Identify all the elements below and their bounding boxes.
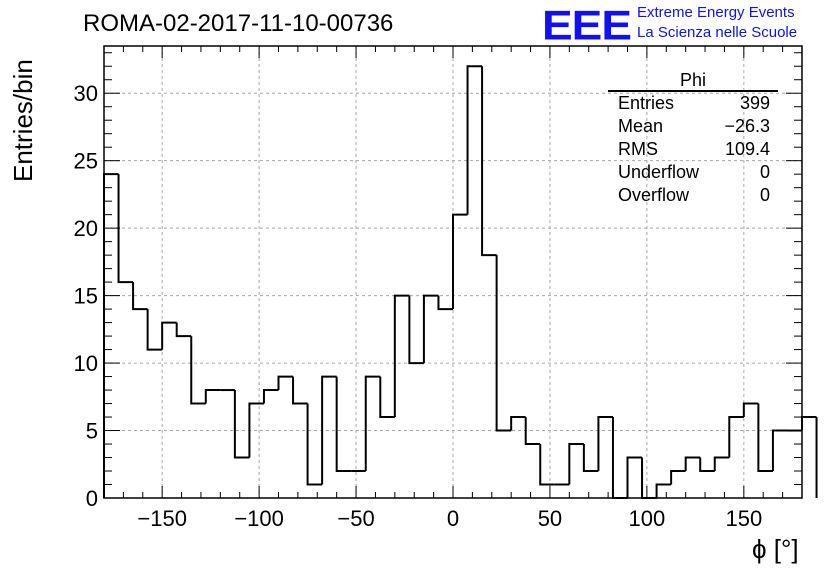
histogram-bin <box>510 416 526 431</box>
histogram-bin <box>597 416 613 472</box>
histogram-bin <box>321 375 337 485</box>
x-axis-label: ϕ [°] <box>752 534 799 564</box>
stats-box: Phi Entries 399 Mean −26.3 RMS 109.4 Und… <box>608 70 778 207</box>
histogram-bin <box>568 443 584 485</box>
histogram-bin <box>437 295 453 311</box>
stats-value: 0 <box>759 185 770 205</box>
histogram-bin <box>524 417 541 446</box>
histogram-bin <box>146 309 163 351</box>
histogram-bin <box>466 65 483 215</box>
histogram-bin <box>713 456 730 472</box>
histogram-bin <box>335 376 352 473</box>
histogram-bin <box>248 402 264 458</box>
histogram-bin <box>452 213 468 310</box>
histogram-bin <box>742 402 759 418</box>
y-tick-label: 10 <box>74 351 98 376</box>
histogram-bin <box>175 322 192 338</box>
histogram-bin <box>364 375 381 472</box>
y-tick-label: 0 <box>86 486 98 511</box>
x-tick-label: −50 <box>337 506 374 531</box>
histogram-bins <box>103 65 818 499</box>
histogram-bin <box>670 470 686 485</box>
histogram-bin <box>408 295 424 365</box>
histogram-bin <box>626 456 643 498</box>
run-title: ROMA-02-2017-11-10-00736 <box>83 10 394 37</box>
histogram-bin <box>539 444 555 486</box>
histogram-bin <box>292 376 308 405</box>
stats-label: Overflow <box>618 185 690 205</box>
histogram-bin <box>699 457 715 473</box>
histogram-bin <box>495 255 512 432</box>
y-axis-label: Entries/bin <box>8 59 38 182</box>
stats-value: 109.4 <box>724 139 770 159</box>
stats-label: Underflow <box>618 162 700 182</box>
y-tick-label: 30 <box>74 81 98 106</box>
histogram-bin <box>481 66 497 257</box>
logo-mark: EEE <box>542 1 632 49</box>
histogram-bin <box>306 403 323 486</box>
stats-value: 399 <box>739 93 770 113</box>
stats-value: −26.3 <box>724 116 770 136</box>
y-tick-label: 15 <box>74 284 98 309</box>
y-tick-label: 5 <box>86 419 98 444</box>
histogram-bin <box>757 403 773 473</box>
x-tick-label: 150 <box>725 506 762 531</box>
axes <box>103 45 803 499</box>
histogram-bin <box>262 389 279 404</box>
x-tick-label: 100 <box>629 506 666 531</box>
stats-row-mean: Mean −26.3 <box>608 115 778 138</box>
y-tick-label: 25 <box>74 149 98 174</box>
x-tick-label: −150 <box>137 506 187 531</box>
logo-text: Extreme Energy Events La Scienza nelle S… <box>637 3 797 43</box>
logo-line-2: La Scienza nelle Scuole <box>637 24 798 41</box>
histogram-bin <box>204 389 221 404</box>
histogram-bin <box>771 429 788 472</box>
histogram-bin <box>611 417 628 499</box>
stats-row-rms: RMS 109.4 <box>608 138 778 161</box>
stats-row-entries: Entries 399 <box>608 92 778 115</box>
histogram-bin <box>728 416 744 458</box>
stats-row-underflow: Underflow 0 <box>608 161 778 184</box>
x-tick-label: −100 <box>234 506 284 531</box>
stats-label: Entries <box>618 93 675 113</box>
histogram-bin <box>161 321 177 350</box>
eee-logo: EEE Extreme Energy Events La Scienza nel… <box>542 1 797 49</box>
histogram-bin <box>684 456 701 472</box>
tick-labels: −150 −100 −50 0 50 100 150 0 5 10 15 20 25 30 <box>74 81 763 531</box>
histogram-bin <box>582 444 599 473</box>
logo-line-1: Extreme Energy Events <box>637 4 795 21</box>
histogram-bin <box>422 294 439 364</box>
x-tick-label: 50 <box>538 506 562 531</box>
stats-label: Mean <box>618 116 664 136</box>
histogram-bin <box>655 483 672 498</box>
y-tick-label: 20 <box>74 216 98 241</box>
stats-title: Phi <box>608 70 778 92</box>
histogram-bin <box>379 376 395 419</box>
histogram-bin <box>801 416 817 431</box>
histogram-bin <box>117 174 134 284</box>
stats-row-overflow: Overflow 0 <box>608 184 778 207</box>
histogram-bin <box>393 294 410 418</box>
histogram-bin <box>641 457 657 499</box>
stats-label: RMS <box>618 139 658 159</box>
histogram-bin <box>132 282 148 311</box>
histogram-bin <box>190 336 206 405</box>
histogram-bin <box>233 390 250 459</box>
x-tick-label: 0 <box>447 506 459 531</box>
stats-value: 0 <box>759 162 770 182</box>
histogram-bin <box>277 375 294 391</box>
